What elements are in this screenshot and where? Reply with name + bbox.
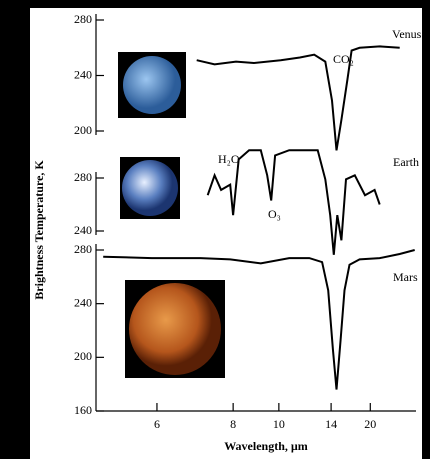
y-axis-label: Brightness Temperature, K [32, 160, 46, 300]
x-tick-label: 8 [230, 417, 236, 431]
y-tick-label: 280 [74, 170, 92, 184]
mars-image [125, 280, 225, 378]
annotation: H₂O [218, 152, 240, 166]
series-label: Venus [392, 27, 422, 41]
y-tick-label: 240 [74, 295, 92, 309]
venus-image [118, 52, 186, 118]
y-tick-label: 200 [74, 349, 92, 363]
y-tick-label: 280 [74, 12, 92, 26]
chart: 200 240 280 Venus CO₂ 240 280 Earth H₂O O₃ Brightn… [0, 0, 430, 459]
y-tick-label: 200 [74, 123, 92, 137]
x-tick-label: 14 [325, 417, 337, 431]
x-axis-label: Wavelength, µm [224, 439, 308, 453]
x-tick-label: 20 [364, 417, 376, 431]
x-tick-label: 10 [273, 417, 285, 431]
y-tick-label: 280 [74, 242, 92, 256]
series-label: Earth [393, 155, 419, 169]
y-tick-label: 240 [74, 67, 92, 81]
y-tick-label: 240 [74, 223, 92, 237]
x-tick-label: 6 [154, 417, 160, 431]
annotation: CO₂ [333, 52, 354, 66]
annotation: O₃ [268, 207, 281, 221]
y-tick-label: 160 [74, 403, 92, 417]
series-label: Mars [393, 270, 418, 284]
earth-image [120, 157, 180, 219]
